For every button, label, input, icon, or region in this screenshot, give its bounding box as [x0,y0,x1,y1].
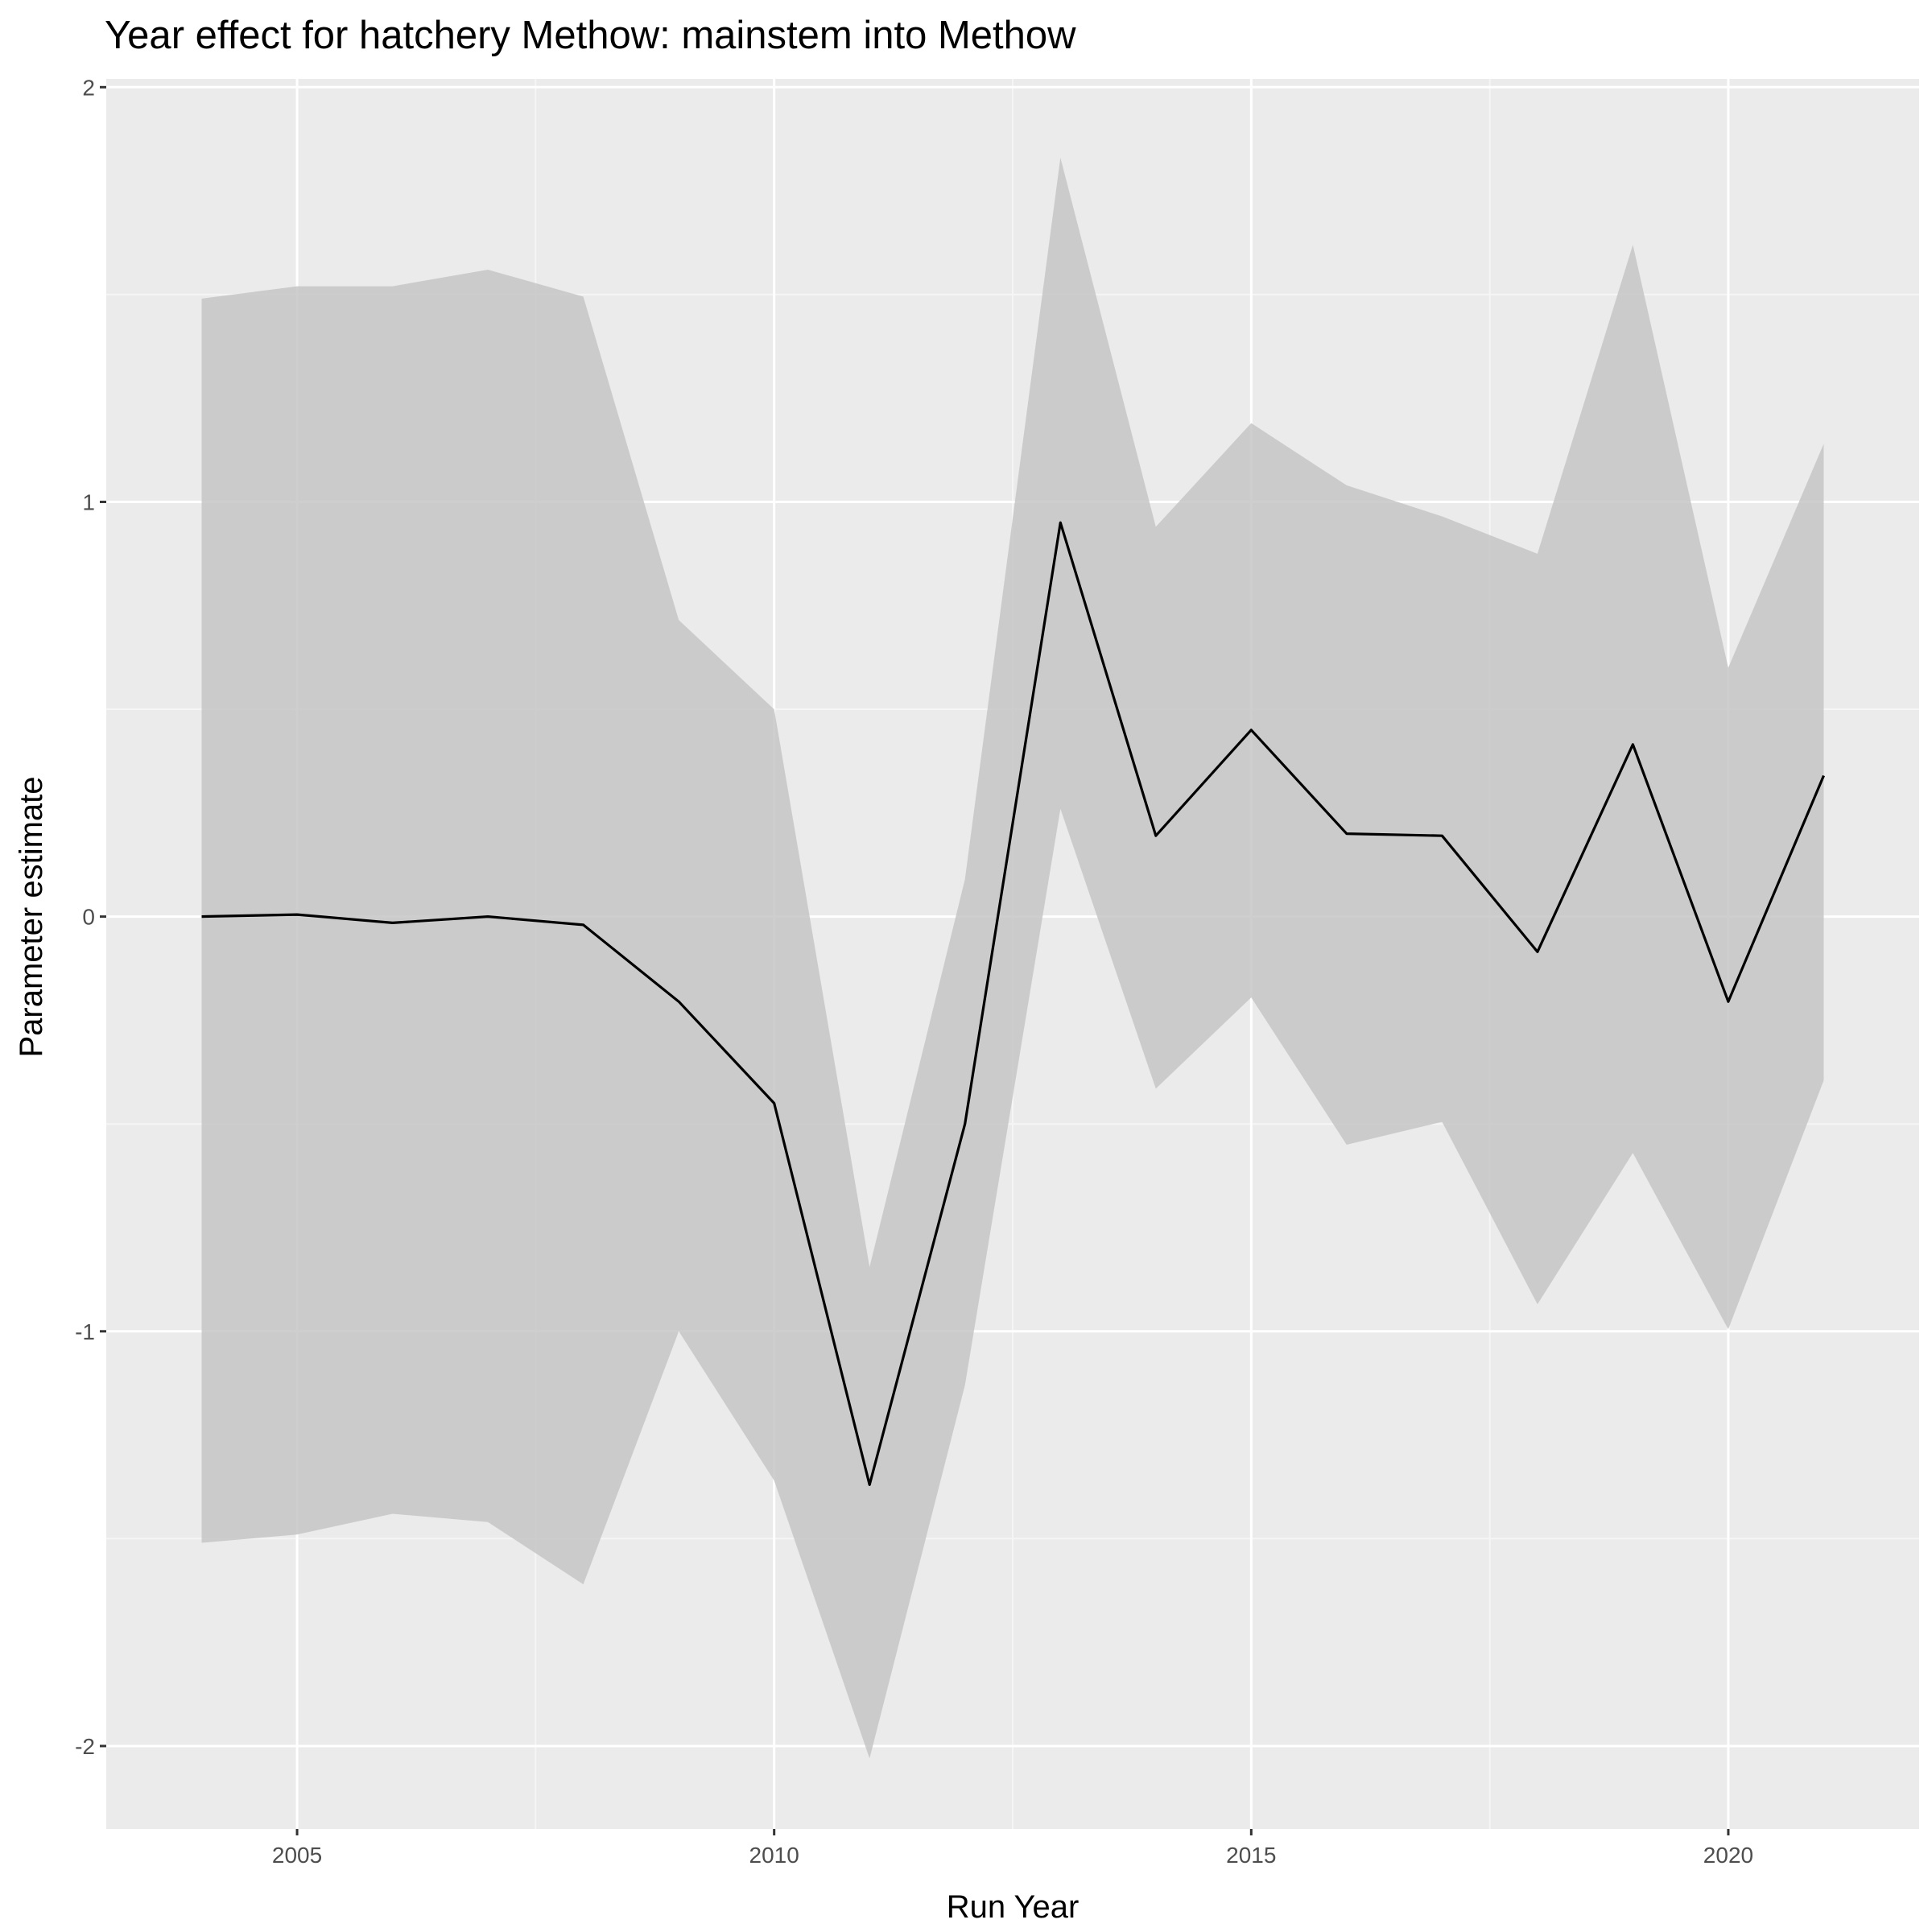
x-tick-label: 2010 [749,1843,799,1868]
y-axis: -2 -1 0 1 2 [75,75,106,1759]
y-tick-label: -2 [75,1734,95,1759]
y-tick-label: 1 [82,489,95,514]
estimate-line [201,521,1825,1486]
y-tick-label: -1 [75,1319,95,1344]
confidence-ribbon [201,157,1824,1759]
y-tick-label: 0 [82,905,95,930]
y-tick-label: 2 [82,75,95,100]
x-tick-label: 2015 [1226,1843,1276,1868]
chart-title: Year effect for hatchery Methow: mainste… [105,14,1076,57]
x-tick-label: 2020 [1703,1843,1753,1868]
x-tick-label: 2005 [272,1843,322,1868]
x-axis: 2005 2010 2015 2020 [272,1829,1753,1868]
y-axis-title: Parameter estimate [14,776,49,1057]
x-axis-title: Run Year [947,1889,1080,1925]
